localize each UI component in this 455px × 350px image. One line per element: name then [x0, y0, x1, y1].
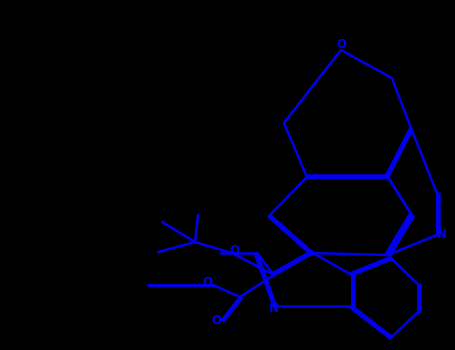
Text: O: O: [212, 314, 222, 327]
Text: O: O: [202, 276, 212, 289]
Text: N: N: [437, 229, 447, 241]
Text: N: N: [269, 302, 278, 315]
Text: O: O: [229, 244, 239, 257]
Text: O: O: [336, 38, 346, 51]
